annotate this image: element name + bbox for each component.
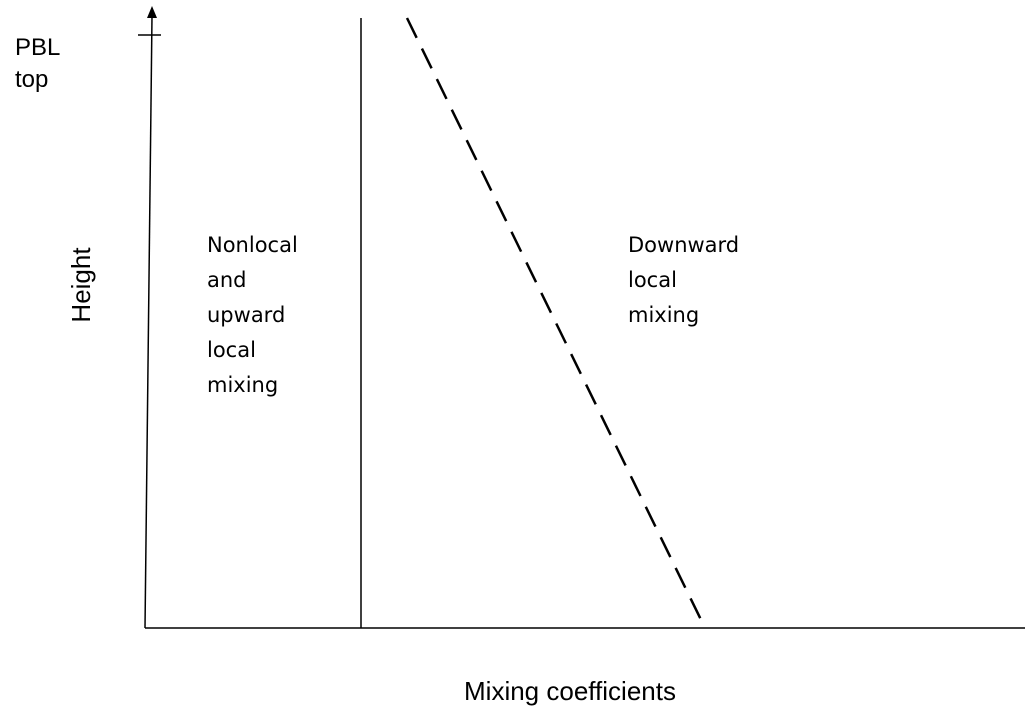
x-axis-label: Mixing coefficients [464, 676, 676, 706]
region-label: Downward [628, 233, 739, 257]
region-label: mixing [628, 303, 699, 327]
region-label: mixing [207, 373, 278, 397]
y-axis-arrow [147, 6, 157, 18]
region-label: local [207, 338, 256, 362]
labels: PBL top Height Mixing coefficients Nonlocal a… [15, 34, 739, 706]
dashed-line [405, 17, 707, 629]
y-axis [144, 15, 153, 629]
region-label: local [628, 268, 677, 292]
region-label: Nonlocal [207, 233, 298, 257]
pbl-top-label: top [15, 66, 48, 93]
region-label: upward [207, 303, 285, 327]
y-axis-label: Height [66, 247, 96, 323]
pbl-top-label: PBL [15, 34, 60, 61]
region-label: and [207, 268, 247, 292]
